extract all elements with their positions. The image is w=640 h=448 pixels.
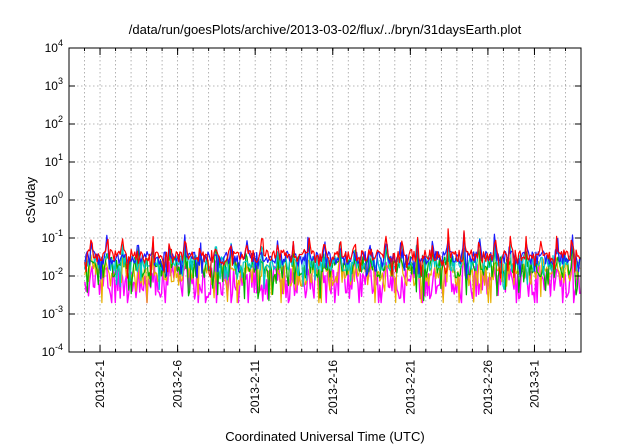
x-tick-label: 2013-2-1 (93, 360, 107, 408)
y-tick-label: 10-1 (42, 228, 63, 245)
x-axis: 2013-2-1 2013-2-6 2013-2-11 2013-2-16 2013-2… (84, 48, 566, 415)
y-tick-label: 102 (45, 114, 63, 131)
y-tick-label: 101 (45, 152, 63, 169)
x-axis-label: Coordinated Universal Time (UTC) (225, 429, 424, 444)
x-tick-label: 2013-2-21 (403, 360, 417, 415)
x-tick-label: 2013-2-16 (326, 360, 340, 415)
series-line-0 (84, 228, 581, 279)
x-tick-label: 2013-2-11 (248, 360, 262, 414)
grid (69, 48, 581, 352)
y-tick-label: 100 (45, 190, 63, 207)
y-tick-label: 10-4 (42, 342, 63, 359)
y-tick-label: 103 (45, 76, 63, 93)
chart-title: /data/run/goesPlots/archive/2013-03-02/f… (129, 22, 522, 37)
data-series (84, 228, 581, 304)
y-tick-label: 104 (45, 38, 63, 55)
y-tick-label: 10-3 (42, 304, 63, 321)
y-axis-label: cSv/day (23, 176, 38, 223)
x-tick-label: 2013-3-1 (527, 360, 541, 408)
x-tick-label: 2013-2-6 (171, 360, 185, 408)
x-tick-label: 2013-2-26 (481, 360, 495, 415)
y-axis: 104 103 102 101 100 10-1 10-2 10-3 10-4 (42, 38, 581, 359)
y-tick-label: 10-2 (42, 266, 63, 283)
